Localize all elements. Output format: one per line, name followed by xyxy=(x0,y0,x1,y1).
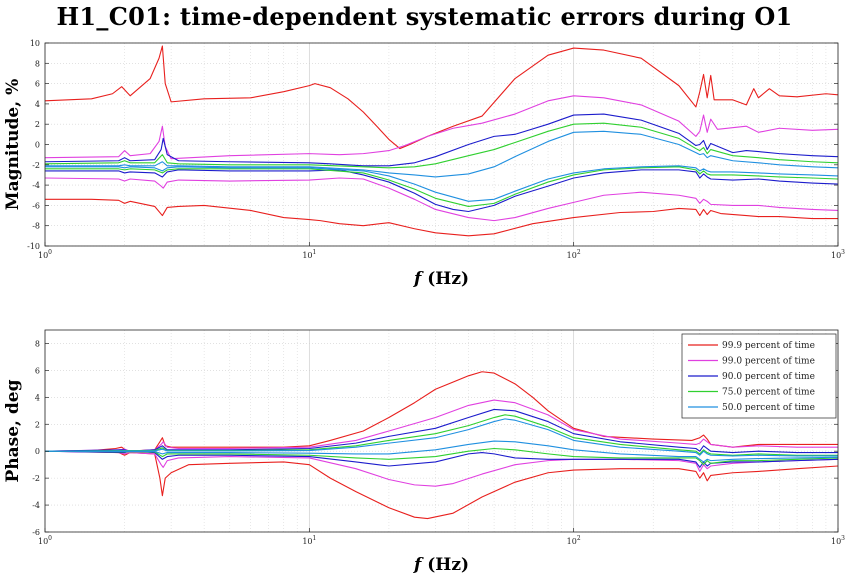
series-group xyxy=(45,371,838,520)
x-tick-label: 100 xyxy=(38,249,52,260)
series-line-p500-lower xyxy=(45,440,838,463)
y-tick-label: 6 xyxy=(35,366,40,375)
series-line-p999-upper xyxy=(45,371,838,452)
y-axis-label: Phase, deg xyxy=(3,379,23,482)
legend: 99.9 percent of time 99.0 percent of time… xyxy=(681,333,837,419)
x-axis-label: f (Hz) xyxy=(413,555,469,575)
x-tick-label: 102 xyxy=(567,535,581,546)
x-tick-label: 101 xyxy=(302,249,316,260)
panel-magnitude: -10 -8 -6 -4 -2 0 2 4 6 8 10 100 101 102 103 f (Hz) Magn… xyxy=(3,39,845,289)
y-tick-label: 8 xyxy=(35,339,40,348)
y-tick-label: -2 xyxy=(32,474,40,483)
x-axis-label: f (Hz) xyxy=(413,269,469,289)
panel-phase: -6 -4 -2 0 2 4 6 8 100 101 102 103 f (Hz) Phase, deg 9… xyxy=(3,329,845,575)
series-line-p750-lower xyxy=(45,447,838,466)
x-tick-label: 103 xyxy=(831,535,845,546)
series-line-p990-lower xyxy=(45,450,838,487)
series-line-p500-upper xyxy=(45,130,838,178)
y-tick-label: -8 xyxy=(32,222,40,231)
y-axis-label: Magnitude, % xyxy=(3,79,23,210)
series-line-p900-upper xyxy=(45,113,838,167)
x-tick-label: 103 xyxy=(831,249,845,260)
series-line-p900-lower xyxy=(45,169,838,213)
series-line-p750-lower xyxy=(45,166,838,207)
y-tick-label: -2 xyxy=(32,161,40,170)
y-tick-label: 2 xyxy=(35,420,40,429)
figure-title: H1_C01: time-dependent systematic errors… xyxy=(56,2,793,31)
series-line-p999-lower xyxy=(45,198,838,237)
y-tick-label: 0 xyxy=(35,141,40,150)
y-tick-label: -6 xyxy=(32,528,40,537)
legend-label-p900: 90.0 percent of time xyxy=(722,372,815,382)
series-line-p990-upper xyxy=(45,399,838,452)
series-line-p999-lower xyxy=(45,450,838,520)
legend-label-p990: 99.0 percent of time xyxy=(722,357,815,367)
x-tick-label: 102 xyxy=(567,249,581,260)
series-line-p750-upper xyxy=(45,122,838,169)
y-tick-label: -4 xyxy=(32,501,40,510)
y-tick-label: 0 xyxy=(35,447,40,456)
y-tick-label: 6 xyxy=(35,80,40,89)
x-tick-label: 100 xyxy=(38,535,52,546)
series-line-p990-lower xyxy=(45,177,838,222)
series-line-p900-lower xyxy=(45,450,838,468)
y-tick-label: -6 xyxy=(32,201,40,210)
y-tick-label: -10 xyxy=(27,242,40,251)
series-line-p900-upper xyxy=(45,408,838,454)
x-tick-label: 101 xyxy=(302,535,316,546)
y-tick-label: 10 xyxy=(30,39,40,48)
legend-label-p500: 50.0 percent of time xyxy=(722,403,815,413)
y-tick-label: 4 xyxy=(35,100,40,109)
series-line-p990-upper xyxy=(45,95,838,160)
y-tick-label: 4 xyxy=(35,393,40,402)
y-tick-label: 8 xyxy=(35,59,40,68)
legend-label-p999: 99.9 percent of time xyxy=(722,341,815,351)
y-tick-label: -4 xyxy=(32,181,40,190)
series-line-p999-upper xyxy=(45,45,838,150)
series-line-p500-lower xyxy=(45,165,838,202)
series-line-p500-upper xyxy=(45,418,838,457)
legend-label-p750: 75.0 percent of time xyxy=(722,388,815,398)
series-group xyxy=(45,45,838,237)
axes-box xyxy=(44,329,839,533)
y-tick-label: 2 xyxy=(35,120,40,129)
